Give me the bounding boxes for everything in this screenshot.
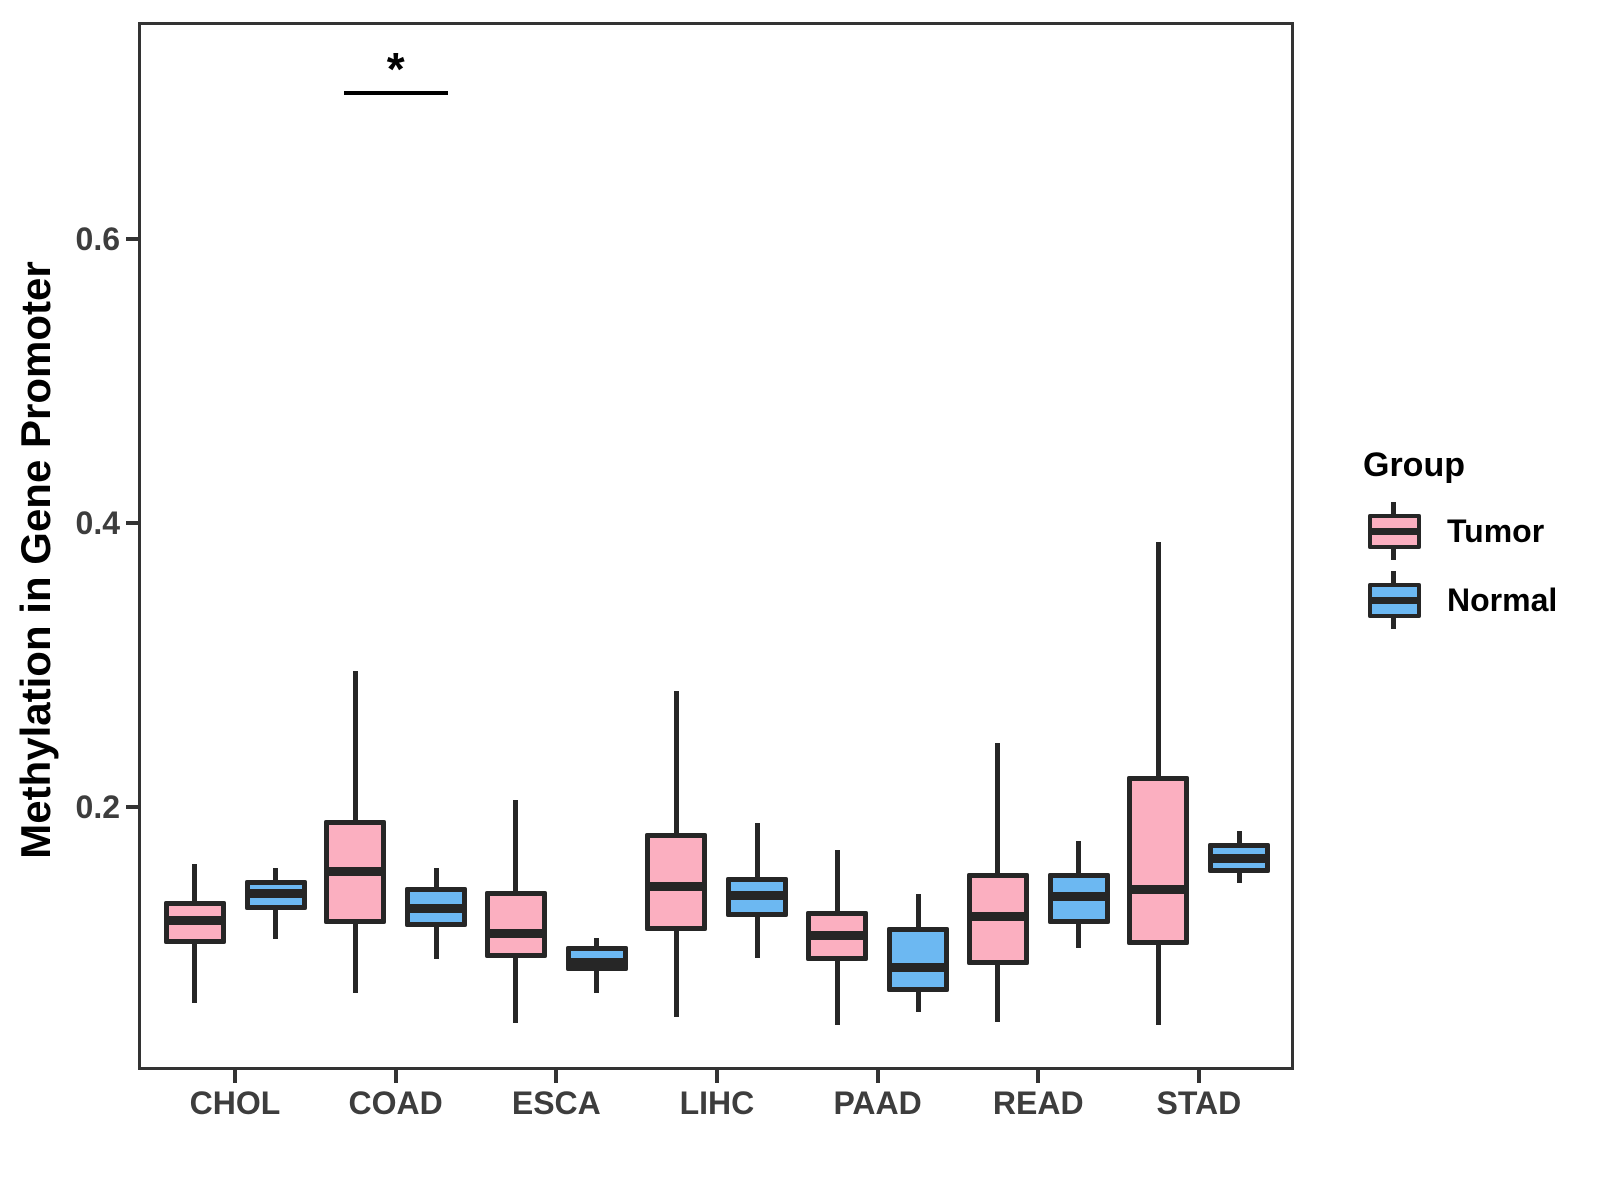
y-tick-mark bbox=[126, 237, 138, 242]
key-median bbox=[1368, 597, 1421, 604]
median-line-ESCA-Tumor bbox=[484, 929, 547, 939]
median-line-CHOL-Tumor bbox=[163, 916, 226, 926]
median-line-READ-Normal bbox=[1047, 892, 1110, 902]
key-median bbox=[1368, 528, 1421, 535]
x-tick-label: COAD bbox=[348, 1085, 443, 1121]
significance-bar bbox=[343, 91, 448, 95]
y-tick-label: 0.4 bbox=[75, 505, 120, 542]
legend-entry-normal: Normal bbox=[1330, 571, 1600, 635]
legend-entry-tumor: Tumor bbox=[1330, 502, 1600, 566]
x-tick-mark bbox=[1036, 1070, 1041, 1083]
median-line-COAD-Normal bbox=[405, 903, 468, 913]
x-tick-label: PAAD bbox=[833, 1085, 922, 1121]
legend-label-tumor: Tumor bbox=[1447, 513, 1545, 549]
x-tick-mark bbox=[714, 1070, 719, 1083]
tumor-boxplot-key-icon bbox=[1330, 502, 1440, 560]
x-tick-label: CHOL bbox=[189, 1085, 281, 1121]
box-STAD-Tumor bbox=[1127, 776, 1190, 946]
significance-star: * bbox=[386, 43, 405, 95]
x-tick-mark bbox=[554, 1070, 559, 1083]
median-line-CHOL-Normal bbox=[244, 889, 307, 899]
x-tick-mark bbox=[233, 1070, 237, 1083]
x-tick-label: ESCA bbox=[511, 1085, 601, 1121]
box-ESCA-Tumor bbox=[484, 891, 547, 958]
y-tick-label: 0.2 bbox=[75, 789, 120, 826]
x-tick-mark bbox=[875, 1070, 880, 1083]
box-PAAD-Normal bbox=[887, 926, 950, 992]
x-tick-mark bbox=[393, 1070, 398, 1083]
x-tick-label: LIHC bbox=[679, 1085, 755, 1121]
median-line-STAD-Tumor bbox=[1127, 885, 1190, 895]
median-line-LIHC-Normal bbox=[726, 890, 789, 900]
median-line-PAAD-Normal bbox=[887, 963, 950, 973]
median-line-STAD-Normal bbox=[1208, 853, 1271, 863]
median-line-COAD-Tumor bbox=[324, 866, 387, 876]
legend-label-normal: Normal bbox=[1447, 582, 1558, 618]
median-line-LIHC-Tumor bbox=[645, 882, 708, 892]
x-tick-label: READ bbox=[992, 1085, 1084, 1121]
median-line-ESCA-Normal bbox=[565, 957, 628, 967]
x-tick-mark bbox=[1196, 1070, 1201, 1083]
normal-boxplot-key-icon bbox=[1330, 571, 1440, 629]
y-tick-label: 0.6 bbox=[75, 221, 120, 258]
median-line-READ-Tumor bbox=[966, 912, 1029, 922]
y-tick-mark bbox=[126, 805, 138, 810]
legend-title: Group bbox=[1363, 446, 1465, 484]
box-LIHC-Tumor bbox=[645, 832, 708, 931]
y-tick-mark bbox=[126, 521, 138, 526]
median-line-PAAD-Tumor bbox=[806, 930, 869, 940]
x-tick-label: STAD bbox=[1156, 1085, 1242, 1121]
legend: Group Tumor Normal bbox=[1330, 440, 1600, 670]
